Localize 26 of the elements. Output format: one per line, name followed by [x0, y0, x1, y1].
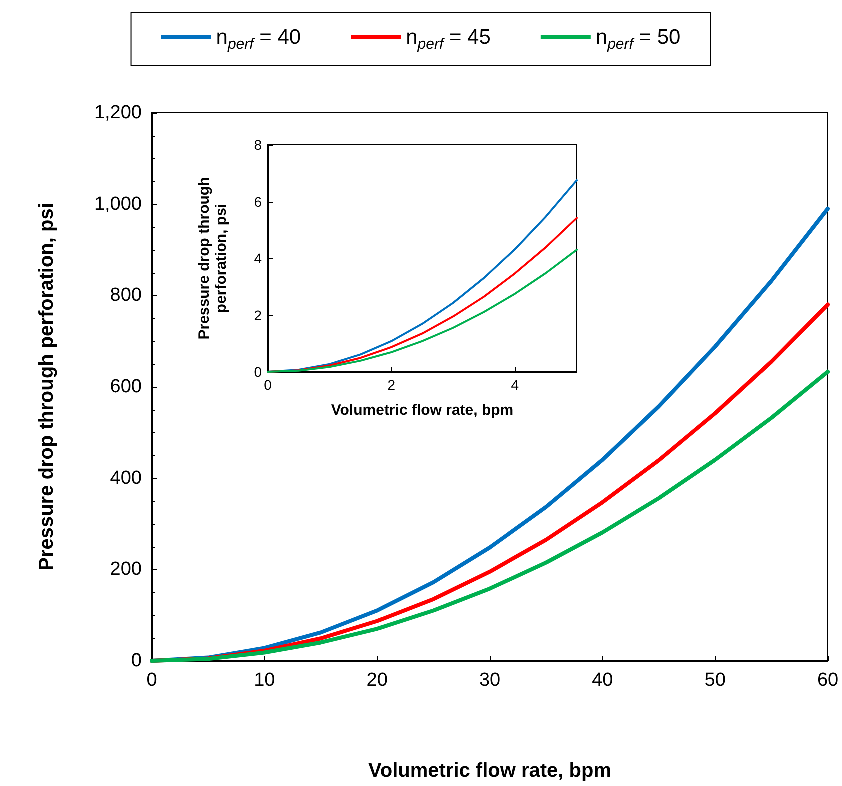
x-tick-label: 2	[388, 377, 396, 393]
y-tick-label: 1,200	[94, 102, 142, 124]
x-tick-label: 60	[817, 670, 839, 691]
x-tick-label: 0	[264, 377, 272, 393]
y-tick-label: 0	[131, 650, 142, 672]
x-tick-label: 4	[511, 377, 520, 393]
y-tick-label: 600	[110, 376, 142, 398]
x-tick-label: 0	[146, 670, 158, 691]
y-tick-label: 400	[110, 468, 142, 489]
y-tick-label: 2	[254, 307, 262, 324]
x-tick-label: 30	[479, 670, 501, 691]
y-axis-title: Pressure drop through perforation, psi	[196, 177, 230, 340]
y-tick-label: 200	[110, 559, 142, 580]
y-tick-label: 8	[254, 137, 262, 153]
x-tick-label: 40	[592, 670, 614, 691]
y-tick-label: 0	[254, 364, 262, 380]
y-tick-label: 4	[254, 250, 262, 266]
x-axis-title: Volumetric flow rate, bpm	[331, 402, 514, 419]
x-axis-title: Volumetric flow rate, bpm	[368, 760, 612, 782]
y-tick-label: 800	[110, 285, 142, 306]
x-tick-label: 20	[366, 670, 388, 691]
y-axis-title: Pressure drop through perforation, psi	[36, 203, 58, 571]
x-tick-label: 50	[704, 670, 726, 691]
x-tick-label: 10	[254, 670, 276, 691]
y-tick-label: 1,000	[94, 194, 142, 215]
y-tick-label: 6	[254, 194, 262, 210]
